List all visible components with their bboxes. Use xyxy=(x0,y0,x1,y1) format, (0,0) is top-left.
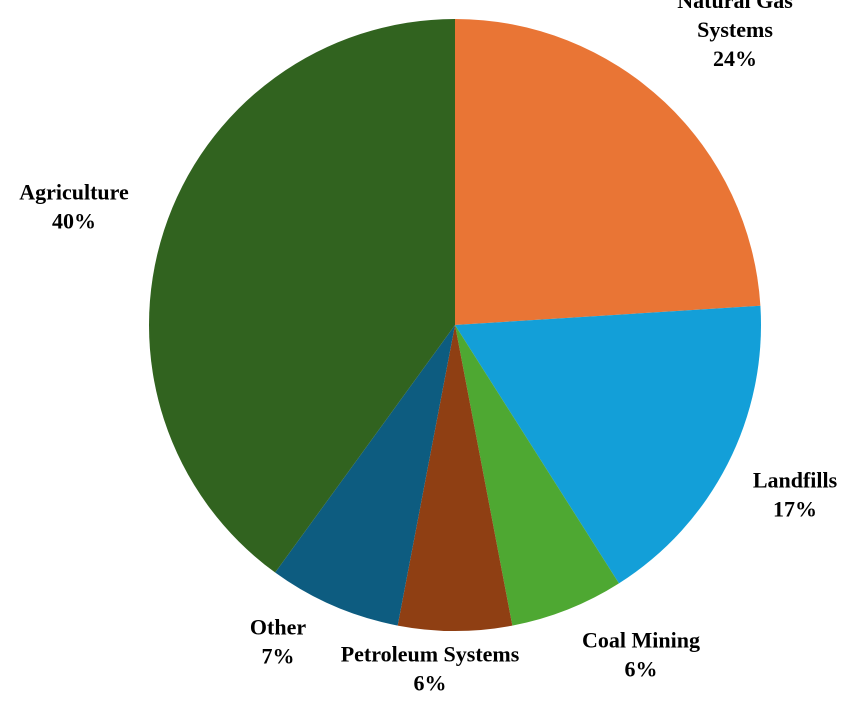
pie-slice-agriculture xyxy=(149,18,455,573)
slice-name-label: Natural Gas xyxy=(677,0,793,13)
pie-slice-landfills xyxy=(455,305,762,584)
slice-label-coal-mining: Coal Mining 6% xyxy=(582,628,700,682)
slice-label-petroleum-systems: Petroleum Systems 6% xyxy=(341,642,520,696)
pie-slice-other xyxy=(275,325,455,626)
slice-name-label: Coal Mining xyxy=(582,628,700,653)
slice-name-label: Other xyxy=(250,615,306,640)
slice-name-label: Landfills xyxy=(753,468,838,493)
slice-value-label: 6% xyxy=(414,671,447,696)
labels-layer: Natural Gas Systems 24% Landfills 17% Coal Mi… xyxy=(19,0,837,696)
slice-value-label: 17% xyxy=(773,497,817,522)
slice-label-other: Other 7% xyxy=(250,615,306,669)
pie-slice-coal-mining xyxy=(455,325,619,626)
slices-layer xyxy=(149,18,762,632)
slice-label-landfills: Landfills 17% xyxy=(753,468,838,522)
slice-label-natural-gas-systems: Natural Gas Systems 24% xyxy=(677,0,793,71)
pie-slice-petroleum-systems xyxy=(397,325,513,632)
pie-slice-natural-gas-systems xyxy=(455,19,761,325)
slice-name-label: Agriculture xyxy=(19,180,129,205)
slice-name-label: Petroleum Systems xyxy=(341,642,520,667)
slice-value-label: 7% xyxy=(262,644,295,669)
slice-value-label: 6% xyxy=(625,657,658,682)
slice-label-agriculture: Agriculture 40% xyxy=(19,180,129,234)
slice-value-label: 40% xyxy=(52,209,96,234)
slice-name-label: Systems xyxy=(697,17,773,42)
slice-value-label: 24% xyxy=(713,46,757,71)
